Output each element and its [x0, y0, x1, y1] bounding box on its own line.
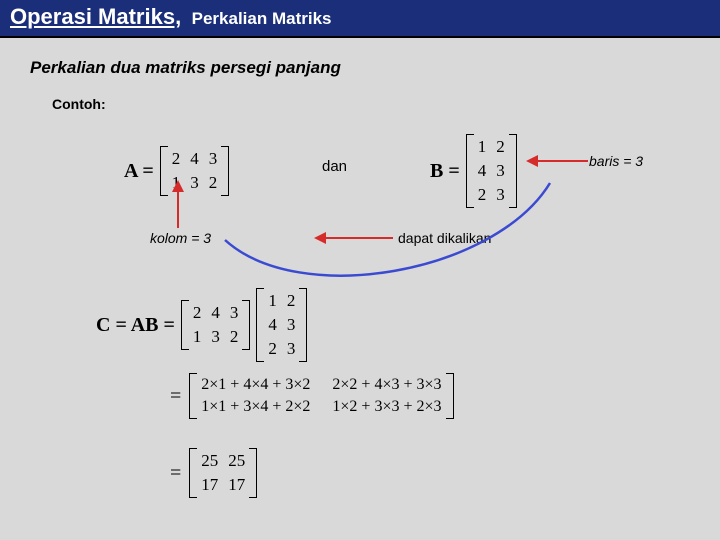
C-result: 25 25 17 17 — [189, 448, 257, 498]
subheading: Perkalian dua matriks persegi panjang — [30, 58, 690, 78]
kolom-label: kolom = 3 — [150, 230, 211, 246]
example-label: Contoh: — [52, 96, 690, 112]
dapat-label: dapat dikalikan — [398, 230, 491, 246]
eq-2: = — [170, 462, 181, 485]
content-section: Perkalian dua matriks persegi panjang Co… — [0, 38, 720, 538]
B-label: B = — [430, 160, 460, 183]
C-line1: C = AB = 2 4 3 1 3 2 1 2 4 — [96, 288, 307, 362]
matrix-A-cells: 2 4 3 1 3 2 — [168, 146, 222, 196]
C-expanded: 2×1 + 4×4 + 3×2 2×2 + 4×3 + 3×3 1×1 + 3×… — [189, 373, 453, 419]
matrix-A: 2 4 3 1 3 2 — [160, 146, 230, 196]
matrix-B: 1 2 4 3 2 3 — [466, 134, 517, 208]
baris-label: baris = 3 — [589, 153, 643, 169]
title-main: Operasi Matriks, — [10, 4, 181, 29]
matrix-B-block: B = 1 2 4 3 2 3 — [430, 134, 517, 208]
AB-A: 2 4 3 1 3 2 — [181, 300, 251, 350]
stage: A = 2 4 3 1 3 2 dan B = — [40, 118, 700, 538]
matrix-B-cells: 1 2 4 3 2 3 — [474, 134, 509, 208]
AB-B: 1 2 4 3 2 3 — [256, 288, 307, 362]
eq-1: = — [170, 385, 181, 408]
title-sub: Perkalian Matriks — [192, 9, 332, 28]
A-label: A = — [124, 160, 154, 183]
dan-label: dan — [322, 158, 347, 175]
C-line2: = 2×1 + 4×4 + 3×2 2×2 + 4×3 + 3×3 1×1 + … — [170, 373, 454, 419]
header-bar: Operasi Matriks, Perkalian Matriks — [0, 0, 720, 38]
C-line3: = 25 25 17 17 — [170, 448, 257, 498]
matrix-A-block: A = 2 4 3 1 3 2 — [124, 146, 229, 196]
C-label: C = AB = — [96, 314, 175, 337]
